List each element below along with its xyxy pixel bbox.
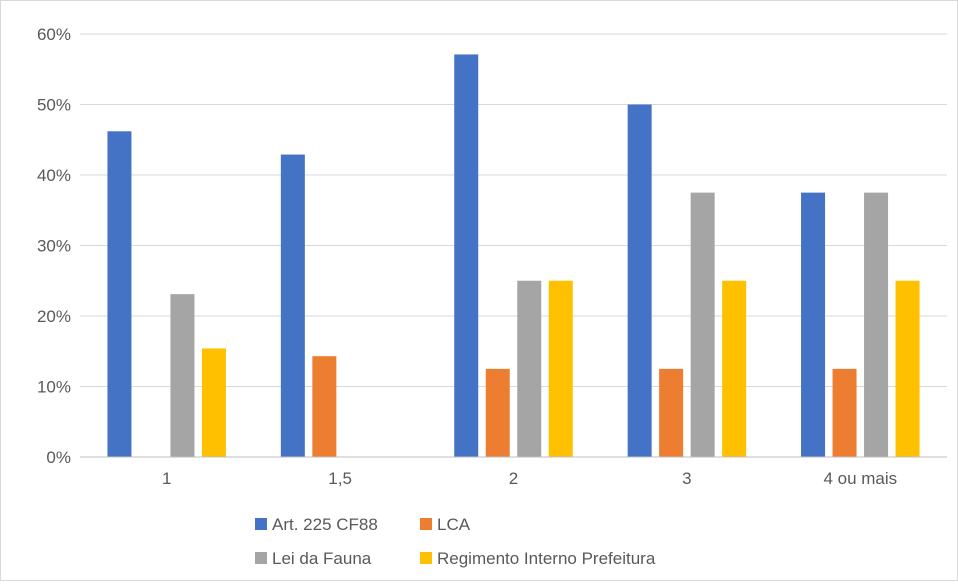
legend-label: Art. 225 CF88 [272, 515, 378, 534]
y-tick-label: 30% [37, 237, 71, 256]
bar-lei-da-fauna-0 [170, 294, 195, 457]
bar-art-225-cf88-2 [454, 54, 479, 457]
legend-swatch [420, 552, 432, 564]
y-tick-label: 40% [37, 166, 71, 185]
y-tick-label: 20% [37, 307, 71, 326]
bar-lei-da-fauna-3 [690, 192, 715, 457]
bar-lca-1 [312, 356, 337, 457]
x-tick-label: 3 [682, 469, 691, 488]
x-tick-label: 1 [162, 469, 171, 488]
bar-art-225-cf88-3 [627, 104, 652, 457]
bar-art-225-cf88-1 [280, 154, 305, 457]
axes: 0% 10% 20% 30% 40% 50% 60% 1 1,5 2 3 4 ou mais [37, 25, 947, 488]
legend-label: Regimento Interno Prefeitura [437, 549, 656, 568]
x-tick-label: 1,5 [328, 469, 352, 488]
legend-item: Regimento Interno Prefeitura [420, 549, 656, 568]
legend-item: Art. 225 CF88 [255, 515, 378, 534]
legend-swatch [255, 518, 267, 530]
bar-lei-da-fauna-4 [864, 192, 889, 457]
bars [107, 54, 920, 458]
bar-lei-da-fauna-2 [517, 280, 542, 457]
legend-swatch [420, 518, 432, 530]
y-tick-label: 10% [37, 378, 71, 397]
bar-art-225-cf88-4 [801, 192, 826, 457]
bar-lca-2 [485, 368, 510, 457]
bar-regimento-interno-prefeitura-4 [895, 280, 920, 457]
legend: Art. 225 CF88 LCA Lei da Fauna Regimento In… [255, 515, 656, 568]
y-tick-label: 60% [37, 25, 71, 44]
legend-item: Lei da Fauna [255, 549, 372, 568]
legend-item: LCA [420, 515, 471, 534]
bar-art-225-cf88-0 [107, 131, 132, 458]
bar-regimento-interno-prefeitura-0 [201, 348, 226, 457]
x-tick-label: 4 ou mais [823, 469, 897, 488]
bar-lca-3 [659, 368, 684, 457]
bar-lca-4 [832, 368, 857, 457]
legend-swatch [255, 552, 267, 564]
y-tick-label: 50% [37, 96, 71, 115]
y-tick-label: 0% [46, 448, 71, 467]
x-tick-label: 2 [509, 469, 518, 488]
bar-regimento-interno-prefeitura-3 [722, 280, 747, 457]
legend-label: Lei da Fauna [272, 549, 372, 568]
legend-label: LCA [437, 515, 471, 534]
bar-regimento-interno-prefeitura-2 [548, 280, 573, 457]
